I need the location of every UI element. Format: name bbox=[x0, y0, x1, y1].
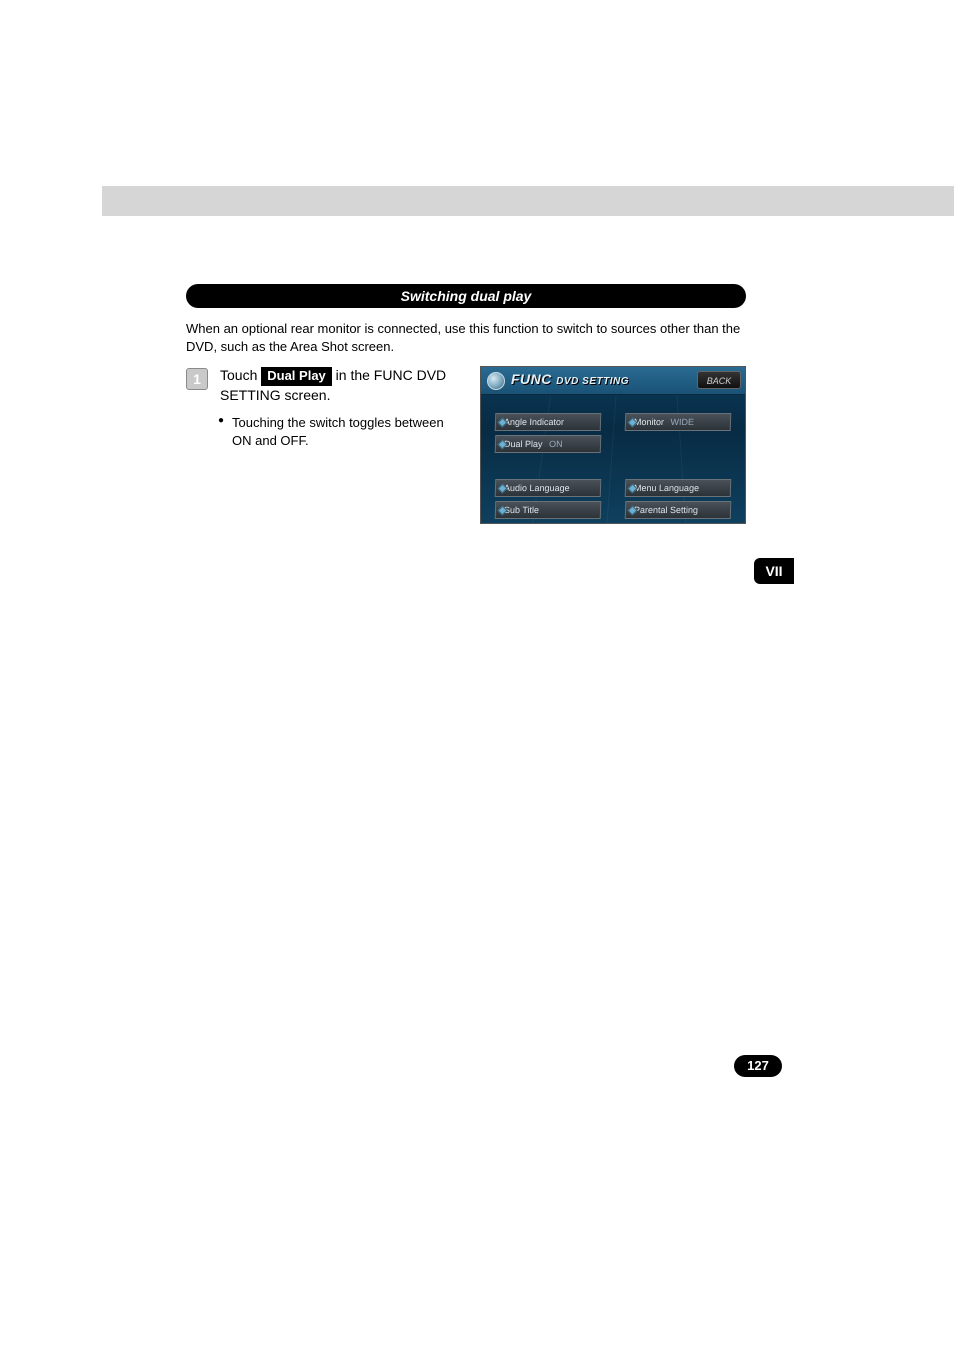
intro-text: When an optional rear monitor is connect… bbox=[186, 320, 746, 356]
parental-setting-button[interactable]: Parental Setting bbox=[625, 501, 732, 519]
angle-indicator-button[interactable]: Angle Indicator bbox=[495, 413, 602, 431]
monitor-value: WIDE bbox=[670, 417, 694, 427]
step-button-label: Dual Play bbox=[261, 367, 332, 386]
menu-language-button[interactable]: Menu Language bbox=[625, 479, 732, 497]
audio-language-label: Audio Language bbox=[504, 483, 570, 493]
dvd-setting-screenshot: FUNC DVD SETTING BACK Angle Indicator Mo… bbox=[480, 366, 746, 524]
dual-play-value: ON bbox=[549, 439, 563, 449]
header-bar bbox=[102, 186, 954, 216]
step-note: Touching the switch toggles between ON a… bbox=[232, 414, 456, 450]
sub-title-button[interactable]: Sub Title bbox=[495, 501, 602, 519]
dual-play-button[interactable]: Dual Play ON bbox=[495, 435, 602, 453]
parental-setting-label: Parental Setting bbox=[634, 505, 698, 515]
step-number-badge: 1 bbox=[186, 368, 208, 390]
angle-indicator-label: Angle Indicator bbox=[504, 417, 564, 427]
audio-language-button[interactable]: Audio Language bbox=[495, 479, 602, 497]
func-logo-icon bbox=[487, 372, 505, 390]
step-prefix: Touch bbox=[220, 367, 257, 383]
menu-language-label: Menu Language bbox=[634, 483, 699, 493]
section-title: Switching dual play bbox=[186, 284, 746, 308]
dual-play-label: Dual Play bbox=[504, 439, 543, 449]
chapter-tab: VII bbox=[754, 558, 794, 584]
step-block: 1 Touch Dual Play in the FUNC DVD SETTIN… bbox=[186, 366, 456, 450]
shot-title: FUNC DVD SETTING bbox=[511, 371, 629, 387]
sub-title-label: Sub Title bbox=[504, 505, 539, 515]
shot-title-sub: DVD SETTING bbox=[556, 376, 629, 387]
step-body: Touch Dual Play in the FUNC DVD SETTING … bbox=[220, 366, 456, 404]
shot-body: Angle Indicator Monitor WIDE Dual Play O… bbox=[481, 395, 745, 524]
page-number: 127 bbox=[734, 1055, 782, 1077]
shot-header: FUNC DVD SETTING BACK bbox=[481, 367, 745, 395]
monitor-label: Monitor bbox=[634, 417, 664, 427]
monitor-button[interactable]: Monitor WIDE bbox=[625, 413, 732, 431]
back-button[interactable]: BACK bbox=[697, 371, 741, 389]
shot-title-main: FUNC bbox=[511, 371, 552, 387]
